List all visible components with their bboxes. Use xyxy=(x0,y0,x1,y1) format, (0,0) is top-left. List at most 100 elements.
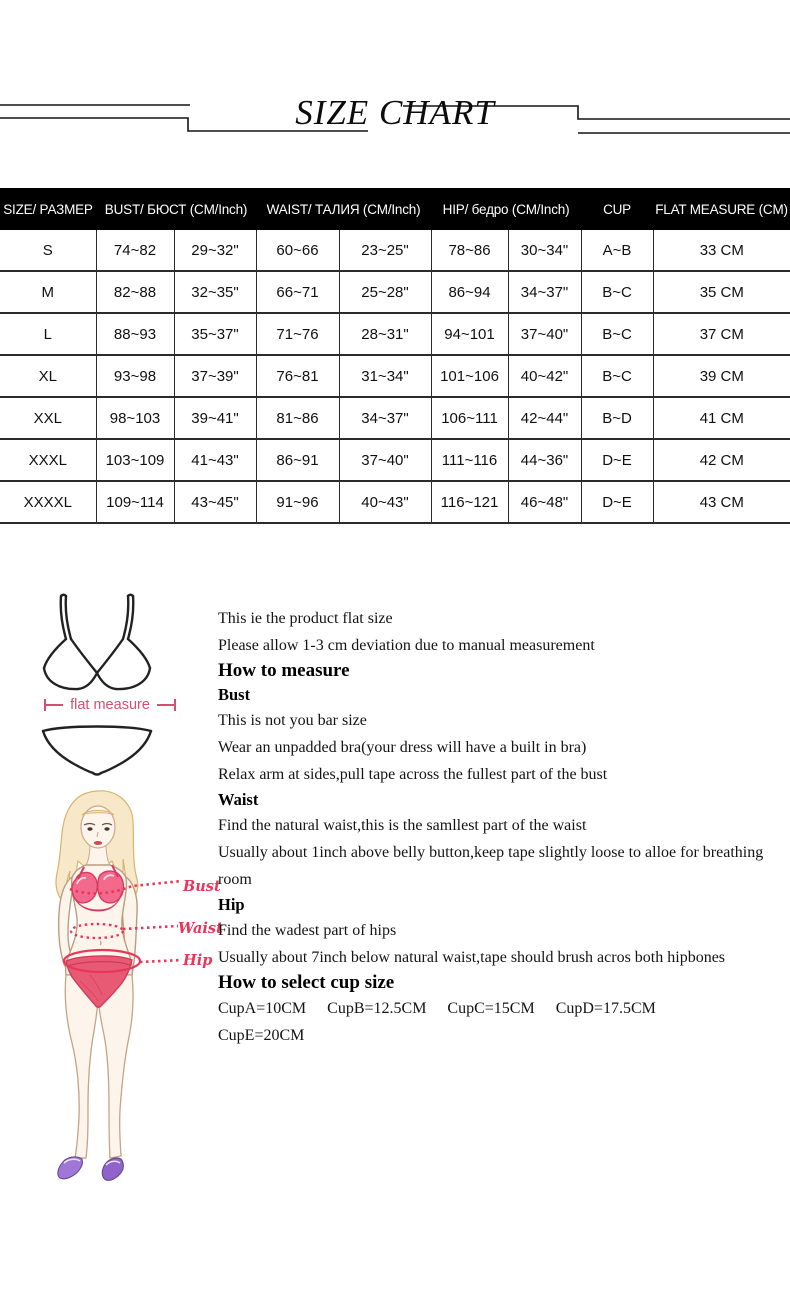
table-cell: 86~94 xyxy=(430,270,509,314)
table-cell: 34~37" xyxy=(338,396,432,440)
table-cell: XXXL xyxy=(0,438,97,482)
header-cell-hip: HIP/ бедро (CM/Inch) xyxy=(431,188,582,230)
table-cell: 86~91 xyxy=(255,438,340,482)
table-cell: 116~121 xyxy=(430,480,509,524)
bust-line: Wear an unpadded bra(your dress will hav… xyxy=(218,739,587,756)
measure-line-left xyxy=(44,699,64,711)
table-cell: 78~86 xyxy=(430,230,509,272)
table-cell: 88~93 xyxy=(95,312,175,356)
hip-heading: Hip xyxy=(218,895,245,914)
hip-line: Find the wadest part of hips xyxy=(218,922,397,939)
bra-illustration xyxy=(42,593,152,691)
bust-line: Relax arm at sides,pull tape across the … xyxy=(218,766,608,783)
table-cell: 41~43" xyxy=(173,438,257,482)
table-cell: 71~76 xyxy=(255,312,340,356)
how-to-measure-title: How to measure xyxy=(218,660,350,681)
table-cell: S xyxy=(0,230,97,272)
flat-measure-text: flat measure xyxy=(70,697,150,713)
table-cell: 34~37" xyxy=(507,270,582,314)
table-cell: 81~86 xyxy=(255,396,340,440)
table-cell: 98~103 xyxy=(95,396,175,440)
table-cell: 91~96 xyxy=(255,480,340,524)
table-header-row: SIZE/ РАЗМЕР BUST/ БЮСТ (CM/Inch) WAIST/… xyxy=(0,188,790,230)
flat-measure-label: flat measure xyxy=(44,697,177,713)
table-cell: 106~111 xyxy=(430,396,509,440)
table-cell: 93~98 xyxy=(95,354,175,398)
table-cell: 42 CM xyxy=(652,438,790,482)
table-cell: 37~39" xyxy=(173,354,257,398)
table-cell: 82~88 xyxy=(95,270,175,314)
table-cell: 28~31" xyxy=(338,312,432,356)
cup-size-title: How to select cup size xyxy=(218,972,395,993)
table-cell: B~C xyxy=(580,354,654,398)
bust-heading: Bust xyxy=(218,685,251,704)
table-cell: D~E xyxy=(580,438,654,482)
header-cell-size: SIZE/ РАЗМЕР xyxy=(0,188,96,230)
panties-illustration xyxy=(41,725,153,776)
table-cell: 42~44" xyxy=(507,396,582,440)
flat-size-note-2: Please allow 1-3 cm deviation due to man… xyxy=(218,637,595,654)
waist-line: Usually about 1inch above belly button,k… xyxy=(218,844,764,888)
table-row: XXL 98~103 39~41" 81~86 34~37" 106~111 4… xyxy=(0,396,790,440)
table-row: XL 93~98 37~39" 76~81 31~34" 101~106 40~… xyxy=(0,354,790,398)
table-cell: 37~40" xyxy=(338,438,432,482)
table-cell: 25~28" xyxy=(338,270,432,314)
table-cell: 60~66 xyxy=(255,230,340,272)
table-cell: D~E xyxy=(580,480,654,524)
table-cell: 43 CM xyxy=(652,480,790,524)
header-cell-waist: WAIST/ ТАЛИЯ (CM/Inch) xyxy=(256,188,432,230)
cup-value: CupE=20CM xyxy=(218,1027,305,1044)
cup-value: CupB=12.5CM xyxy=(327,1000,427,1017)
table-cell: L xyxy=(0,312,97,356)
table-cell: 109~114 xyxy=(95,480,175,524)
table-cell: 33 CM xyxy=(652,230,790,272)
table-cell: 35~37" xyxy=(173,312,257,356)
table-cell: XXL xyxy=(0,396,97,440)
table-cell: 37~40" xyxy=(507,312,582,356)
header-cell-bust: BUST/ БЮСТ (CM/Inch) xyxy=(96,188,256,230)
waist-label: Waist xyxy=(178,920,223,937)
table-cell: B~C xyxy=(580,270,654,314)
table-cell: 40~42" xyxy=(507,354,582,398)
table-cell: 39 CM xyxy=(652,354,790,398)
table-cell: 23~25" xyxy=(338,230,432,272)
woman-illustration xyxy=(55,790,183,1181)
table-row: XXXL 103~109 41~43" 86~91 37~40" 111~116… xyxy=(0,438,790,482)
table-cell: 40~43" xyxy=(338,480,432,524)
header-cell-flat: FLAT MEASURE (CM) xyxy=(653,188,790,230)
table-cell: 32~35" xyxy=(173,270,257,314)
table-cell: 43~45" xyxy=(173,480,257,524)
header-decor-lines xyxy=(0,104,790,134)
table-cell: 94~101 xyxy=(430,312,509,356)
table-cell: 44~36" xyxy=(507,438,582,482)
table-cell: 29~32" xyxy=(173,230,257,272)
flat-size-note-1: This ie the product flat size xyxy=(218,610,393,627)
cup-value: CupA=10CM xyxy=(218,1000,307,1017)
table-cell: 35 CM xyxy=(652,270,790,314)
table-row: L 88~93 35~37" 71~76 28~31" 94~101 37~40… xyxy=(0,312,790,356)
bust-label: Bust xyxy=(183,878,221,895)
table-cell: XXXXL xyxy=(0,480,97,524)
table-cell: B~C xyxy=(580,312,654,356)
table-cell: XL xyxy=(0,354,97,398)
table-cell: 31~34" xyxy=(338,354,432,398)
bust-line: This is not you bar size xyxy=(218,712,367,729)
table-cell: M xyxy=(0,270,97,314)
hip-label: Hip xyxy=(183,952,213,969)
table-cell: 101~106 xyxy=(430,354,509,398)
table-row: XXXXL 109~114 43~45" 91~96 40~43" 116~12… xyxy=(0,480,790,524)
table-cell: 39~41" xyxy=(173,396,257,440)
instructions-column: This ie the product flat size Please all… xyxy=(218,605,775,1049)
table-cell: 76~81 xyxy=(255,354,340,398)
cup-value: CupD=17.5CM xyxy=(555,1000,656,1017)
table-cell: A~B xyxy=(580,230,654,272)
table-cell: 30~34" xyxy=(507,230,582,272)
page-title: SIZE CHART xyxy=(295,93,495,132)
table-cell: 66~71 xyxy=(255,270,340,314)
waist-line: Find the natural waist,this is the samll… xyxy=(218,817,587,834)
hip-line: Usually about 7inch below natural waist,… xyxy=(218,949,726,966)
table-cell: 111~116 xyxy=(430,438,509,482)
header-cell-cup: CUP xyxy=(581,188,654,230)
table-row: M 82~88 32~35" 66~71 25~28" 86~94 34~37"… xyxy=(0,270,790,314)
